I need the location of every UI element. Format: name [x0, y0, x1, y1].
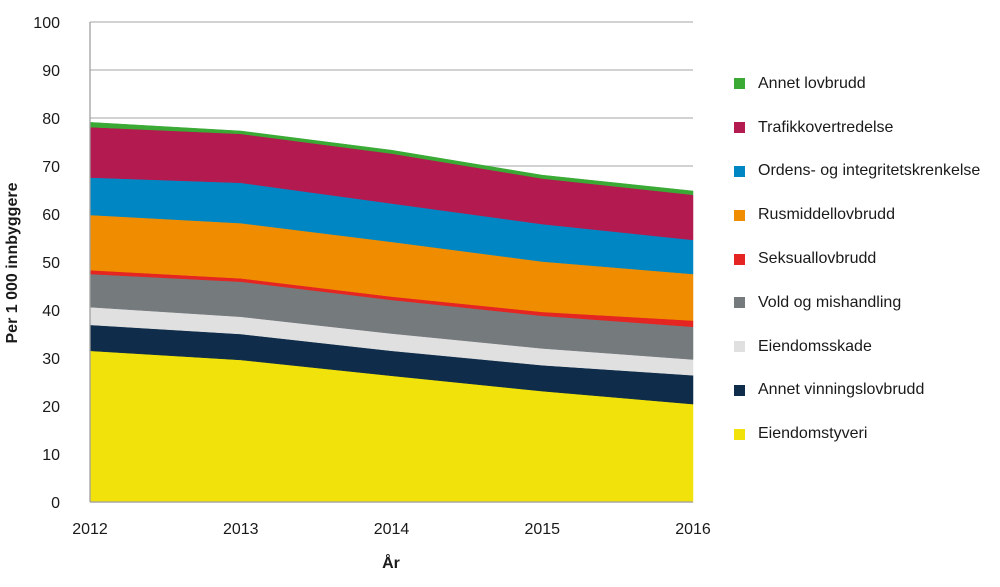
y-tick-label: 40	[42, 303, 60, 320]
legend-label: Seksuallovbrudd	[758, 250, 877, 268]
x-tick-label: 2016	[675, 521, 711, 538]
x-axis-title: År	[382, 553, 400, 572]
y-tick-label: 30	[42, 351, 60, 368]
legend-label: Eiendomstyveri	[758, 425, 868, 443]
legend-swatch	[734, 253, 745, 265]
legend-item: Vold og mishandling	[734, 281, 980, 325]
legend-swatch	[734, 297, 745, 309]
legend-item: Eiendomsskade	[734, 325, 980, 369]
legend-item: Eiendomstyveri	[734, 412, 980, 456]
legend-swatch	[734, 78, 745, 90]
y-tick-label: 10	[42, 447, 60, 464]
legend-swatch	[734, 384, 745, 396]
y-tick-label: 20	[42, 399, 60, 416]
legend-swatch	[734, 341, 745, 353]
legend-label: Annet lovbrudd	[758, 74, 866, 92]
y-tick-labels: 0 10 20 30 40 50 60 70 80 90 100	[33, 15, 60, 512]
legend-item: Trafikkovertredelse	[734, 106, 980, 150]
legend-label: Eiendomsskade	[758, 337, 872, 355]
legend-item: Seksuallovbrudd	[734, 237, 980, 281]
legend-item: Ordens- og integritetskrenkelse	[734, 150, 980, 194]
y-tick-label: 60	[42, 207, 60, 224]
y-tick-label: 90	[42, 63, 60, 80]
legend-swatch	[734, 209, 745, 221]
y-tick-label: 80	[42, 111, 60, 128]
legend-item: Annet vinningslovbrudd	[734, 369, 980, 413]
legend-label: Vold og mishandling	[758, 293, 902, 311]
legend-swatch	[734, 165, 745, 177]
x-tick-labels: 2012 2013 2014 2015 2016	[72, 521, 711, 538]
x-tick-label: 2015	[524, 521, 560, 538]
y-axis-title: Per 1 000 innbyggere	[4, 182, 21, 343]
axes	[89, 22, 693, 503]
legend-item: Annet lovbrudd	[734, 62, 980, 106]
y-tick-label: 70	[42, 159, 60, 176]
legend: Annet lovbrudd Trafikkovertredelse Ordens-…	[734, 62, 980, 456]
y-tick-label: 100	[33, 15, 60, 32]
x-tick-label: 2014	[374, 521, 410, 538]
legend-label: Rusmiddellovbrudd	[758, 206, 895, 224]
legend-item: Rusmiddellovbrudd	[734, 193, 980, 237]
y-tick-label: 0	[51, 495, 60, 512]
x-tick-label: 2012	[72, 521, 108, 538]
legend-swatch	[734, 122, 745, 134]
x-tick-label: 2013	[223, 521, 259, 538]
legend-swatch	[734, 428, 745, 440]
legend-label: Annet vinningslovbrudd	[758, 381, 925, 399]
legend-label: Ordens- og integritetskrenkelse	[758, 162, 981, 180]
legend-label: Trafikkovertredelse	[758, 118, 894, 136]
y-tick-label: 50	[42, 255, 60, 272]
area-annet-lovbrudd	[89, 122, 694, 196]
area-series	[89, 122, 694, 503]
